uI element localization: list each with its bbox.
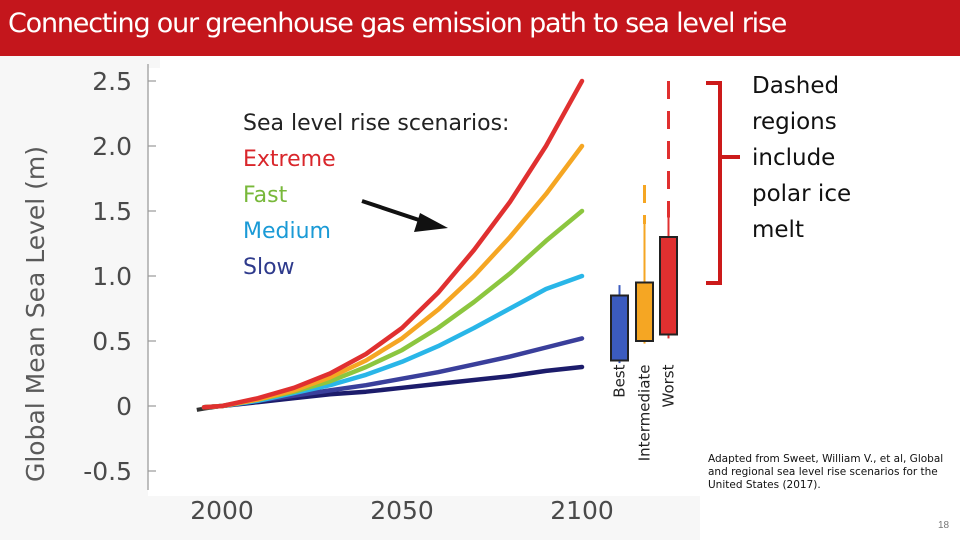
legend-medium: Medium <box>243 219 331 244</box>
bar-label-best: Best <box>611 364 629 397</box>
dashed-regions-note: Dashed regions include polar ice melt <box>752 68 851 248</box>
slide-title: Connecting our greenhouse gas emission p… <box>8 8 787 39</box>
y-tick-label: 0.5 <box>92 327 132 356</box>
series-line-extreme <box>201 78 585 410</box>
title-bar: Connecting our greenhouse gas emission p… <box>0 0 960 56</box>
legend-slow: Slow <box>243 255 295 280</box>
source-credit: Adapted from Sweet, William V., et al, G… <box>708 453 944 491</box>
bar-intermediate <box>635 281 654 342</box>
x-tick-label: 2100 <box>550 496 614 525</box>
y-tick-label: -0.5 <box>83 457 132 486</box>
x-tick-label: 2000 <box>190 496 254 525</box>
note-line-1: Dashed <box>752 73 840 99</box>
bracket-icon <box>706 81 722 285</box>
legend-extreme: Extreme <box>243 147 336 172</box>
bar-label-worst: Worst <box>660 364 678 407</box>
scenario-legend: Sea level rise scenarios: Extreme Fast M… <box>243 106 509 286</box>
bar-worst <box>659 236 678 336</box>
bar-best <box>610 294 629 362</box>
y-tick-label: 1.0 <box>92 262 132 291</box>
y-tick-label: 2.5 <box>92 67 132 96</box>
legend-fast: Fast <box>243 183 288 208</box>
y-axis-label: Global Mean Sea Level (m) <box>21 146 50 482</box>
note-line-3: include <box>752 145 836 171</box>
note-line-5: melt <box>752 217 804 243</box>
bar-label-intermediate: Intermediate <box>636 365 654 462</box>
page-number: 18 <box>938 520 950 531</box>
y-tick-label: 1.5 <box>92 197 132 226</box>
note-line-4: polar ice <box>752 181 852 207</box>
x-tick-label: 2050 <box>370 496 434 525</box>
note-line-2: regions <box>752 109 837 135</box>
y-tick-label: 2.0 <box>92 132 132 161</box>
sea-level-chart: -0.5 0 0.5 1.0 1.5 2.0 2.5 2000 2050 2100 Best Int… <box>0 56 700 540</box>
legend-heading: Sea level rise scenarios: <box>243 111 510 136</box>
y-tick-label: 0 <box>116 392 132 421</box>
